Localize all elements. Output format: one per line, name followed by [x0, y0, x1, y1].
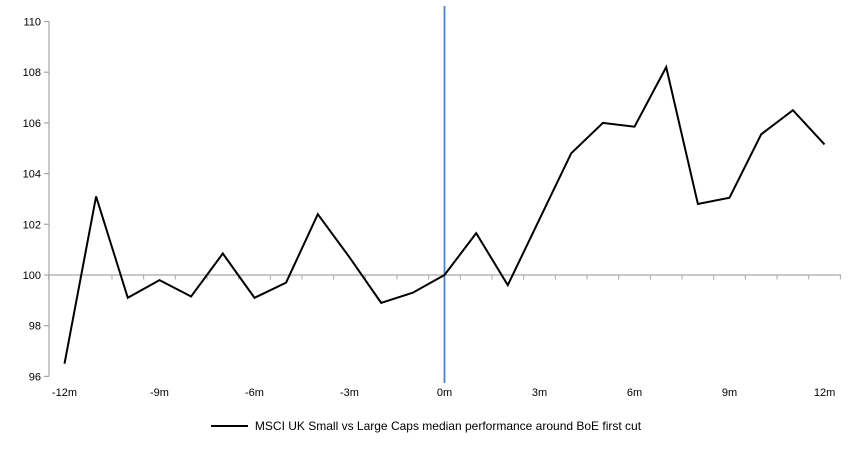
x-tick-label: -9m — [150, 387, 169, 399]
y-tick-label: 100 — [23, 270, 41, 282]
y-tick-label: 98 — [29, 321, 41, 333]
x-tick-label: 0m — [437, 387, 452, 399]
y-tick-label: 96 — [29, 371, 41, 383]
y-tick-label: 110 — [23, 17, 41, 29]
x-tick-label: -12m — [52, 387, 77, 399]
x-tick-label: -3m — [340, 387, 359, 399]
x-tick-label: -6m — [245, 387, 264, 399]
legend: MSCI UK Small vs Large Caps median perfo… — [0, 419, 852, 433]
x-tick-label: 3m — [532, 387, 547, 399]
x-tick-label: 12m — [814, 387, 835, 399]
y-tick-label: 104 — [23, 169, 41, 181]
y-tick-label: 108 — [23, 67, 41, 79]
legend-label: MSCI UK Small vs Large Caps median perfo… — [254, 419, 642, 433]
y-tick-label: 102 — [23, 219, 41, 231]
x-tick-label: 9m — [722, 387, 737, 399]
x-tick-label: 6m — [627, 387, 642, 399]
y-tick-label: 106 — [23, 118, 41, 130]
series-line — [63, 64, 826, 364]
legend-line-sample-icon — [210, 425, 248, 427]
